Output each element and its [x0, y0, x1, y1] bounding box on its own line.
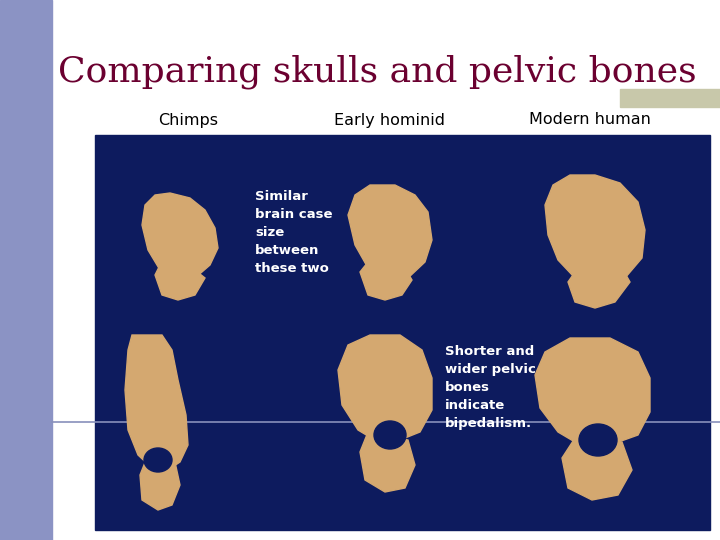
Polygon shape: [338, 335, 432, 442]
Text: Chimps: Chimps: [158, 112, 218, 127]
Polygon shape: [142, 193, 218, 280]
Polygon shape: [140, 455, 180, 510]
Polygon shape: [155, 265, 205, 300]
Polygon shape: [568, 268, 630, 308]
Text: Shorter and
wider pelvic
bones
indicate
bipedalism.: Shorter and wider pelvic bones indicate …: [445, 345, 536, 430]
Ellipse shape: [579, 424, 617, 456]
Polygon shape: [545, 175, 645, 285]
Polygon shape: [562, 438, 632, 500]
Polygon shape: [360, 432, 415, 492]
Text: Early hominid: Early hominid: [335, 112, 446, 127]
Bar: [0, 0, 52, 540]
Polygon shape: [535, 338, 650, 445]
Ellipse shape: [374, 421, 406, 449]
Polygon shape: [360, 262, 412, 300]
Bar: [95, 135, 710, 530]
Polygon shape: [125, 335, 188, 470]
Text: Comparing skulls and pelvic bones: Comparing skulls and pelvic bones: [58, 55, 697, 89]
Bar: [620, 89, 720, 107]
Polygon shape: [348, 185, 432, 280]
Text: Similar
brain case
size
between
these two: Similar brain case size between these tw…: [255, 190, 333, 275]
Text: Modern human: Modern human: [529, 112, 651, 127]
Ellipse shape: [144, 448, 172, 472]
